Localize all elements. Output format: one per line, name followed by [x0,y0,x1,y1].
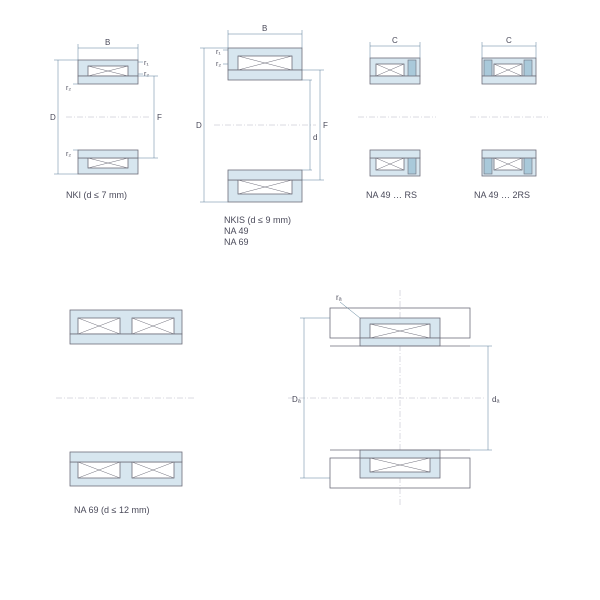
upper-section [78,60,138,84]
svg-text:C: C [506,36,512,45]
svg-text:D: D [50,113,56,122]
caption-nki-d7: NKI (d ≤ 7 mm) [66,190,127,200]
svg-text:rₐ: rₐ [336,293,343,302]
caption-na49-rs: NA 49 … RS [366,190,417,200]
svg-text:r₂: r₂ [66,151,71,158]
caption-na69-d12: NA 69 (d ≤ 12 mm) [74,505,149,515]
diagram-na49-rs: C NA 49 … RS [350,30,445,205]
svg-text:F: F [157,113,162,122]
svg-text:Dₐ: Dₐ [292,395,302,404]
diagram-nkis-d9: B r₁ r₂ D F d NKIS (d ≤ 9 mm) NA 49 NA 6… [196,20,336,250]
svg-text:dₐ: dₐ [492,395,500,404]
svg-text:C: C [392,36,398,45]
caption-na49: NA 49 [224,226,249,236]
diagram-na49-2rs: C NA 49 … 2RS [462,30,557,205]
diagram-canvas: B r₁ r₂ r₂ r₂ D F NKI (d ≤ 7 mm) [0,0,600,600]
svg-text:r₂: r₂ [144,71,149,78]
caption-na69: NA 69 [224,237,249,247]
diagram-nki-d7: B r₁ r₂ r₂ r₂ D F NKI (d ≤ 7 mm) [48,30,168,205]
svg-text:r₂: r₂ [66,85,71,92]
svg-text:B: B [105,38,110,47]
svg-text:F: F [323,121,328,130]
diagram-assembly: rₐ Dₐ dₐ [270,290,505,535]
svg-text:r₁: r₁ [216,49,221,56]
lower-section [228,170,302,202]
svg-text:r₁: r₁ [144,60,149,67]
svg-text:d: d [313,133,317,142]
lower-section [78,150,138,174]
caption-nkis-d9: NKIS (d ≤ 9 mm) [224,215,291,225]
upper-section [228,48,302,80]
svg-text:D: D [196,121,202,130]
svg-text:B: B [262,24,267,33]
svg-text:r₂: r₂ [216,61,221,68]
diagram-na69-d12: NA 69 (d ≤ 12 mm) [46,290,206,535]
caption-na49-2rs: NA 49 … 2RS [474,190,530,200]
